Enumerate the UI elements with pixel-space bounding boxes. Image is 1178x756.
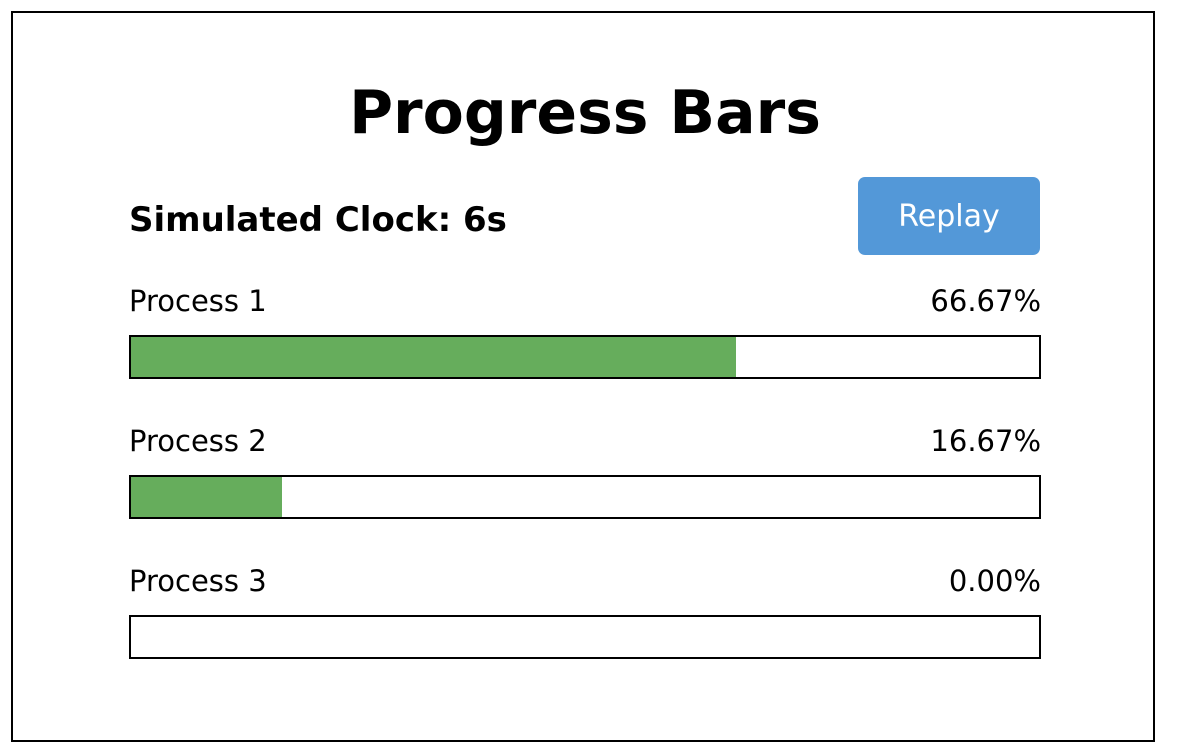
process-label: Process 2 xyxy=(129,424,267,458)
process-percent: 66.67% xyxy=(930,284,1041,318)
app-container: Progress Bars Simulated Clock: 6s Replay… xyxy=(11,11,1155,742)
process-percent: 16.67% xyxy=(930,424,1041,458)
simulated-clock: Simulated Clock: 6s xyxy=(129,200,507,240)
process-label: Process 1 xyxy=(129,284,267,318)
replay-button[interactable]: Replay xyxy=(858,177,1040,255)
progress-fill xyxy=(131,337,737,377)
process-label: Process 3 xyxy=(129,564,267,598)
progress-bar xyxy=(129,335,1041,379)
process-percent: 0.00% xyxy=(948,564,1041,598)
progress-fill xyxy=(131,477,283,517)
page-title: Progress Bars xyxy=(349,78,821,148)
progress-bar xyxy=(129,475,1041,519)
progress-bar xyxy=(129,615,1041,659)
